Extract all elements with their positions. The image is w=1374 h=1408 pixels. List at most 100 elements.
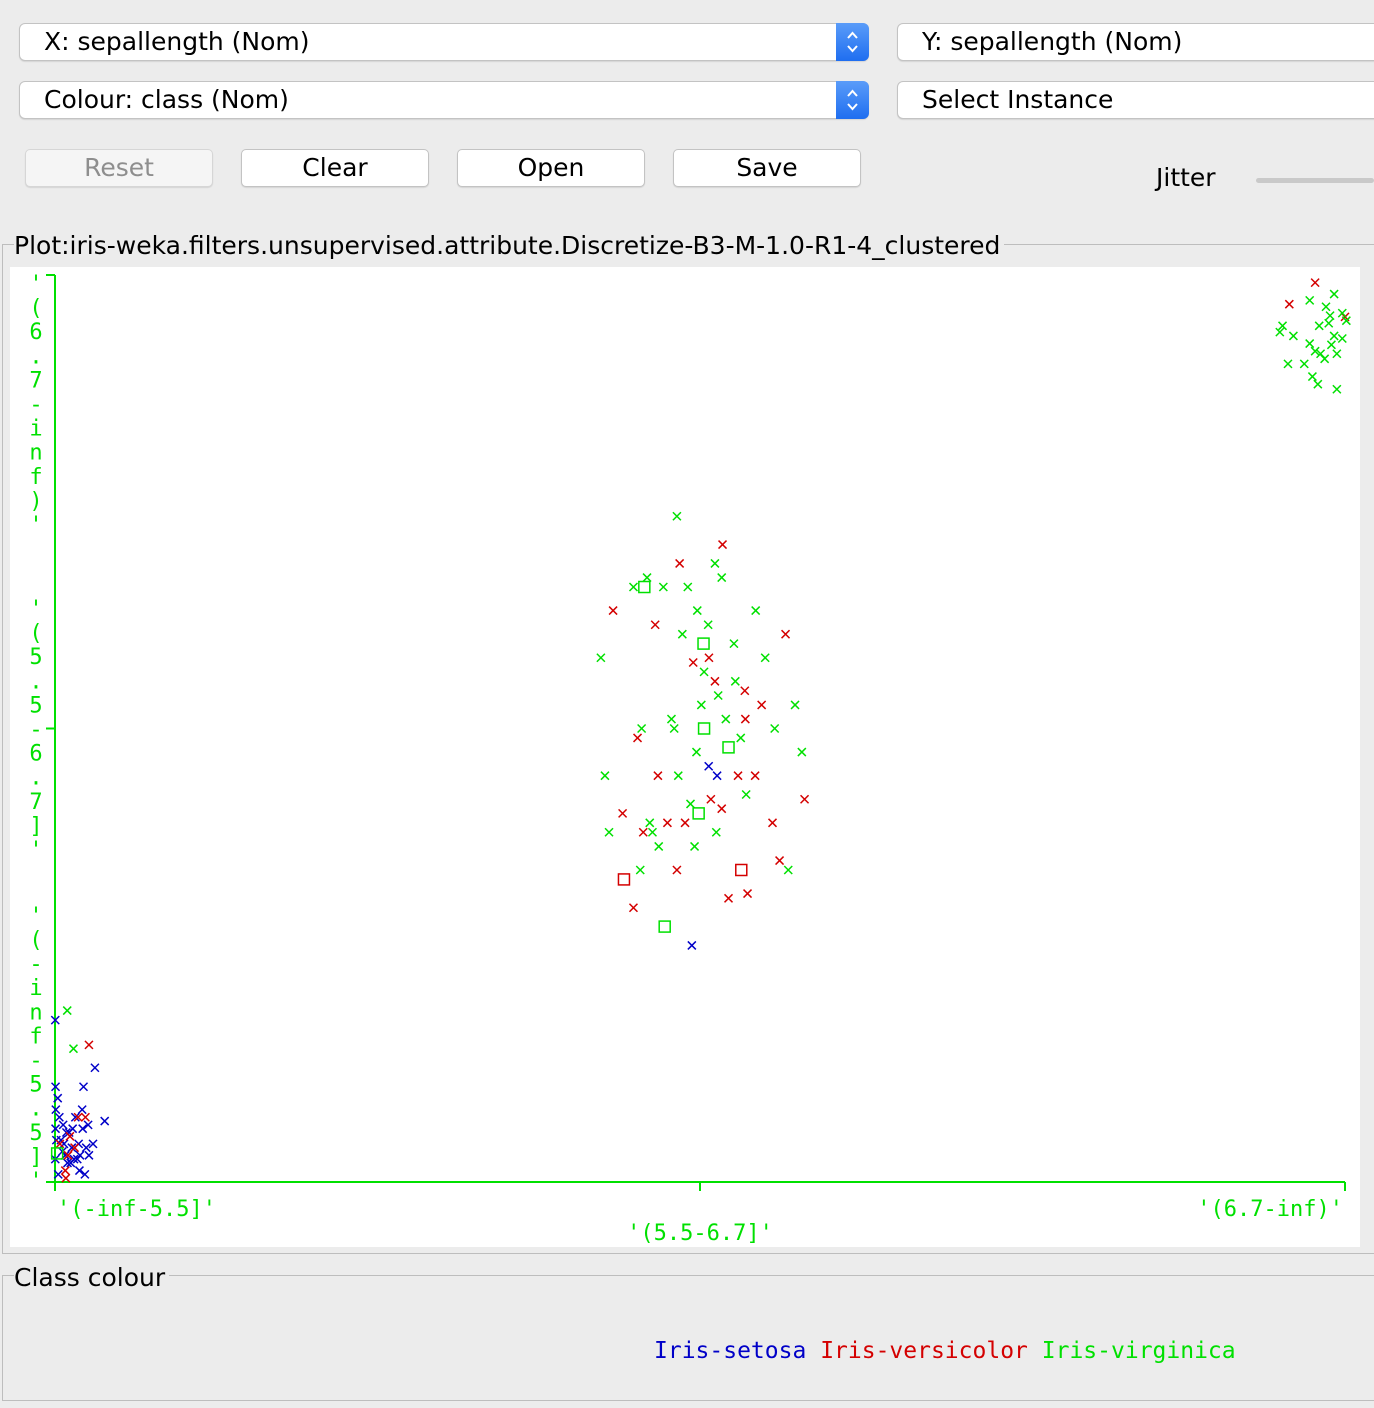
data-point-cross bbox=[83, 1120, 93, 1130]
data-point-cross bbox=[635, 865, 645, 875]
data-point-cross bbox=[55, 1139, 65, 1149]
data-point-cross bbox=[653, 771, 663, 781]
data-point-cross bbox=[604, 827, 614, 837]
data-point-cross bbox=[770, 723, 780, 734]
data-point-cross bbox=[729, 639, 739, 649]
data-point-cross bbox=[1313, 379, 1323, 389]
plot-axes: '(-inf-5.5]' '(5.5-6.7]' '(6.7-inf)' '(-i n f… bbox=[29, 272, 1346, 1246]
data-point-cross bbox=[672, 865, 682, 875]
data-point-cross bbox=[658, 582, 668, 592]
data-point-cross bbox=[721, 714, 731, 724]
data-point-cross bbox=[733, 771, 743, 781]
data-point-cross bbox=[1305, 295, 1315, 305]
data-point-cross bbox=[1310, 278, 1320, 288]
data-point-cross bbox=[58, 1120, 68, 1130]
data-point-cross bbox=[685, 799, 696, 809]
plot-title: Plot:iris-weka.filters.unsupervised.attr… bbox=[14, 231, 1005, 260]
data-point-cross bbox=[51, 1124, 61, 1134]
data-point-square bbox=[50, 1147, 64, 1160]
data-point-cross bbox=[696, 700, 706, 710]
class-colour-legend: Iris-setosa Iris-versicolor Iris-virgini… bbox=[654, 1338, 1236, 1364]
jitter-slider[interactable] bbox=[1256, 178, 1374, 183]
data-point-square bbox=[638, 580, 651, 594]
data-point-cross bbox=[723, 893, 734, 903]
data-point-cross bbox=[1329, 289, 1339, 299]
data-point-cross bbox=[72, 1154, 82, 1164]
data-point-cross bbox=[740, 714, 750, 724]
reset-button[interactable]: Reset bbox=[25, 149, 213, 187]
data-point-square bbox=[735, 863, 748, 877]
legend-iris-setosa[interactable]: Iris-setosa bbox=[654, 1338, 807, 1364]
data-point-square bbox=[658, 920, 671, 933]
plot-area[interactable]: '(-inf-5.5]' '(5.5-6.7]' '(6.7-inf)' '(-i n f… bbox=[10, 267, 1360, 1247]
data-point-cross bbox=[783, 865, 793, 875]
data-point-cross bbox=[84, 1040, 94, 1050]
y-axis-select-label: Y: sepallength (Nom) bbox=[922, 27, 1183, 56]
data-point-cross bbox=[703, 620, 713, 630]
data-point-cross bbox=[90, 1063, 100, 1073]
colour-select[interactable]: Colour: class (Nom) bbox=[19, 81, 869, 119]
data-point-cross bbox=[628, 903, 638, 913]
y-tick-label: '(5. 5 -6. 7] ' bbox=[29, 597, 42, 863]
colour-select-label: Colour: class (Nom) bbox=[44, 85, 289, 114]
data-point-cross bbox=[62, 1158, 73, 1168]
clear-button[interactable]: Clear bbox=[241, 149, 429, 187]
data-point-cross bbox=[713, 690, 723, 701]
data-point-cross bbox=[70, 1112, 80, 1122]
select-instance-dropdown[interactable]: Select Instance bbox=[897, 81, 1374, 119]
plot-marks bbox=[50, 278, 1351, 1183]
data-point-cross bbox=[60, 1166, 70, 1176]
data-point-cross bbox=[1326, 340, 1336, 350]
data-point-cross bbox=[1341, 316, 1351, 326]
data-point-cross bbox=[1284, 299, 1294, 309]
data-point-cross bbox=[618, 808, 628, 818]
data-point-cross bbox=[50, 1015, 60, 1025]
data-point-cross bbox=[1332, 384, 1342, 394]
data-point-cross bbox=[633, 733, 643, 743]
data-point-square bbox=[692, 807, 705, 820]
data-point-cross bbox=[628, 582, 638, 592]
data-point-cross bbox=[63, 1150, 73, 1160]
data-point-cross bbox=[690, 841, 700, 851]
data-point-cross bbox=[78, 1124, 88, 1134]
data-point-cross bbox=[80, 1112, 90, 1122]
data-point-cross bbox=[688, 657, 698, 668]
data-point-cross bbox=[683, 582, 693, 592]
data-point-cross bbox=[645, 818, 655, 828]
data-point-cross bbox=[1299, 359, 1309, 369]
save-button[interactable]: Save bbox=[673, 149, 861, 187]
data-point-cross bbox=[1307, 372, 1317, 382]
data-point-cross bbox=[666, 714, 677, 724]
x-axis-select-stepper[interactable] bbox=[836, 23, 869, 61]
data-point-cross bbox=[62, 1006, 72, 1016]
x-axis-select-label: X: sepallength (Nom) bbox=[44, 27, 310, 56]
data-point-cross bbox=[69, 1154, 79, 1164]
data-point-cross bbox=[750, 771, 760, 781]
data-point-cross bbox=[1305, 339, 1315, 349]
data-point-cross bbox=[669, 723, 679, 734]
data-point-cross bbox=[672, 511, 682, 521]
data-point-cross bbox=[75, 1150, 85, 1160]
legend-iris-versicolor[interactable]: Iris-versicolor bbox=[820, 1338, 1028, 1364]
data-point-cross bbox=[800, 794, 810, 804]
open-button[interactable]: Open bbox=[457, 149, 645, 187]
x-tick-label: '(5.5-6.7]' bbox=[627, 1221, 773, 1246]
data-point-cross bbox=[78, 1082, 89, 1092]
scatter-plot[interactable]: '(-inf-5.5]' '(5.5-6.7]' '(6.7-inf)' '(-i n f… bbox=[10, 267, 1360, 1247]
legend-iris-virginica[interactable]: Iris-virginica bbox=[1041, 1338, 1236, 1364]
data-point-cross bbox=[88, 1139, 98, 1149]
colour-select-stepper[interactable] bbox=[836, 81, 869, 119]
y-axis-select[interactable]: Y: sepallength (Nom) bbox=[897, 23, 1374, 61]
data-point-cross bbox=[704, 653, 714, 663]
data-point-cross bbox=[662, 818, 672, 828]
data-point-cross bbox=[654, 841, 664, 851]
x-axis-select[interactable]: X: sepallength (Nom) bbox=[19, 23, 869, 61]
x-tick-label: '(-inf-5.5]' bbox=[57, 1197, 216, 1222]
data-point-cross bbox=[1337, 333, 1347, 344]
data-point-cross bbox=[51, 1082, 61, 1092]
data-point-cross bbox=[717, 804, 727, 814]
data-point-cross bbox=[1278, 321, 1288, 331]
y-tick-label: '(-i n f -5. 5] ' bbox=[29, 904, 42, 1194]
data-point-cross bbox=[1325, 311, 1335, 321]
data-point-cross bbox=[84, 1150, 94, 1160]
